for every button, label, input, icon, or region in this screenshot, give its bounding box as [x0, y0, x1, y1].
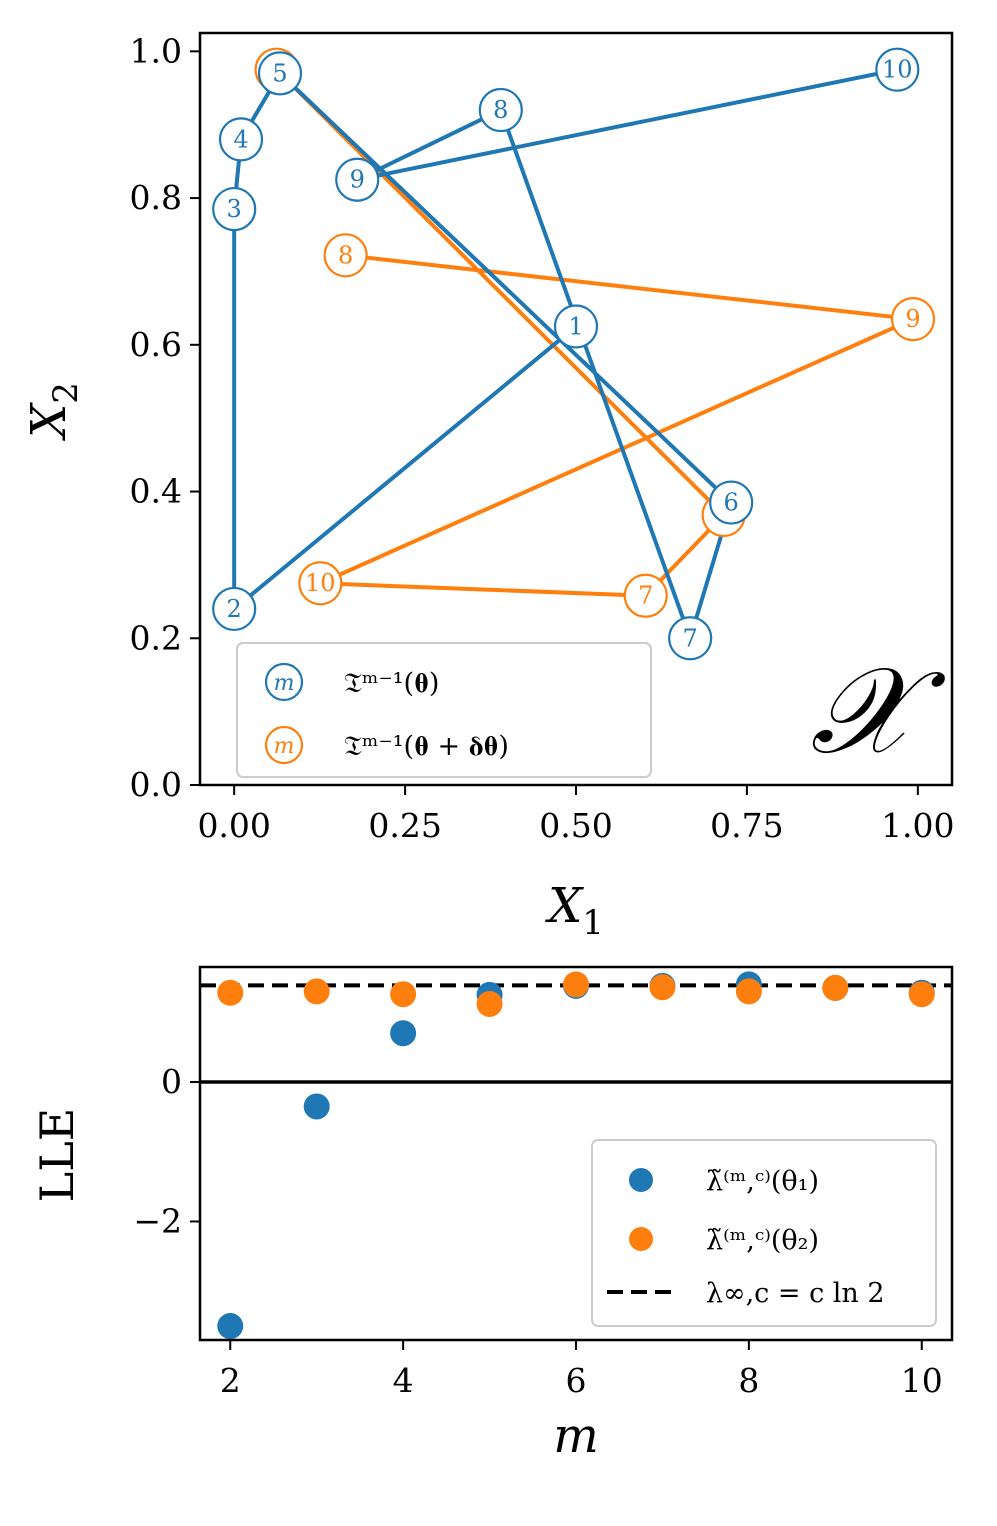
theta2-point: [822, 974, 849, 1001]
theta2-point: [390, 981, 417, 1008]
orange-point-8-label: 8: [338, 241, 353, 269]
orange-point-9-circle: [890, 297, 936, 342]
blue-point-9-label: 9: [350, 166, 365, 194]
theta1-point: [303, 1093, 330, 1120]
top-x-tick-label: 0.75: [710, 806, 783, 845]
bottom-x-tick-label: 8: [738, 1361, 759, 1400]
blue-point-7-circle: [668, 616, 713, 661]
legend-dot-orange: [629, 1227, 653, 1251]
theta2-point: [563, 971, 589, 998]
space-symbol: 𝒳: [810, 642, 946, 781]
theta2-point: [735, 978, 762, 1005]
bottom-x-axis-label: m: [553, 1408, 599, 1464]
theta2-point: [303, 978, 330, 1005]
blue-point-8-label: 8: [493, 96, 508, 124]
orange-point-10-label: 10: [305, 569, 336, 597]
theta1-point: [390, 1020, 417, 1047]
bottom-x-tick-label: 10: [901, 1361, 943, 1400]
bottom-y-tick-label: −2: [133, 1201, 182, 1240]
blue-point-3-label: 3: [227, 195, 242, 223]
lle-points: [217, 971, 935, 1340]
bottom-x-tick-label: 6: [566, 1361, 587, 1400]
orange-point-8-circle: [323, 233, 368, 278]
legend-label-theta1: λ̃⁽ᵐ,ᶜ⁾(θ₁): [706, 1166, 819, 1197]
top-y-tick-label: 0.0: [130, 765, 182, 804]
series-orange-path: [275, 68, 916, 598]
legend-marker-blue-label: m: [274, 671, 295, 696]
theta2-point: [476, 990, 503, 1017]
bottom-legend-box: [591, 1139, 937, 1327]
blue-point-5-circle: [257, 51, 303, 96]
legend-marker-blue: [264, 662, 304, 702]
bottom-y-ticks: 0 −2: [133, 1062, 200, 1240]
legend-marker-orange-label: m: [274, 734, 295, 759]
top-x-tick-label: 1.00: [881, 806, 954, 845]
bottom-y-tick-label: 0: [161, 1062, 182, 1101]
blue-point-5-label: 5: [272, 59, 287, 87]
top-y-tick-label: 0.2: [130, 618, 182, 657]
blue-point-6-label: 6: [724, 489, 739, 517]
theta2-point: [649, 974, 676, 1001]
legend-dot-blue: [629, 1168, 653, 1192]
top-legend: m 𝔗ᵐ⁻¹(𝛉) m 𝔗ᵐ⁻¹(𝛉 + 𝛅𝛉): [236, 642, 652, 778]
top-legend-box: [236, 642, 652, 778]
top-y-ticks: 0.0 0.2 0.4 0.6 0.8 1.0: [130, 31, 200, 804]
legend-label-orange: 𝔗ᵐ⁻¹(𝛉 + 𝛅𝛉): [344, 731, 509, 762]
bottom-x-ticks: 2 4 6 8 10: [220, 1340, 943, 1400]
theta2-point: [217, 979, 244, 1006]
legend-label-theta2: λ̃⁽ᵐ,ᶜ⁾(θ₂): [706, 1225, 819, 1256]
orange-point-10-circle: [298, 561, 343, 606]
blue-point-3-circle: [212, 186, 257, 232]
top-y-tick-label: 1.0: [130, 31, 182, 70]
blue-point-2-circle: [212, 586, 257, 632]
blue-point-1-label: 1: [568, 312, 583, 340]
lle-plot: 2 4 6 8 10 0 −2 m LLE λ̃⁽ᵐ,ᶜ⁾(θ₁) λ̃⁽ᵐ,ᶜ⁾(θ₂)…: [30, 965, 954, 1464]
theta2-point: [908, 981, 935, 1008]
blue-point-1-circle: [553, 304, 599, 349]
series-blue-path: [232, 67, 898, 641]
blue-point-10-label: 10: [882, 56, 913, 84]
top-x-tick-label: 0.25: [368, 806, 441, 845]
trajectory-lines: [232, 67, 916, 641]
blue-point-6-circle: [709, 480, 754, 525]
blue-point-7-label: 7: [683, 624, 698, 652]
orange-point-7-label: 7: [638, 582, 653, 610]
blue-point-2-label: 2: [227, 595, 242, 623]
top-x-tick-label: 0.00: [197, 806, 270, 845]
top-y-tick-label: 0.6: [130, 325, 182, 364]
trajectory-plot: 8 9 10 7 1 2 3 4 5 6 7 8 9 10 0.00 0.25 0.50 0.75 1.00 0.…: [21, 31, 955, 943]
blue-point-9-circle: [335, 157, 380, 202]
legend-label-reference: λ∞,c = c ln 2: [706, 1278, 885, 1309]
blue-point-10-circle: [875, 47, 920, 92]
top-y-axis-label: X2: [21, 382, 86, 442]
top-x-ticks: 0.00 0.25 0.50 0.75 1.00: [197, 785, 955, 845]
orange-point-7-circle: [623, 573, 668, 618]
trajectory-markers: 8 9 10 7 1 2 3 4 5 6 7 8 9 10: [212, 47, 936, 661]
bottom-x-tick-label: 2: [220, 1361, 241, 1400]
bottom-y-axis-label: LLE: [30, 1108, 84, 1203]
top-x-axis-label: X1: [544, 878, 604, 943]
orange-point-9-label: 9: [905, 305, 920, 333]
legend-label-blue: 𝔗ᵐ⁻¹(𝛉): [344, 668, 439, 699]
bottom-legend: λ̃⁽ᵐ,ᶜ⁾(θ₁) λ̃⁽ᵐ,ᶜ⁾(θ₂) λ∞,c = c ln 2: [591, 1139, 937, 1327]
theta1-point: [217, 1313, 244, 1340]
top-x-tick-label: 0.50: [539, 806, 612, 845]
bottom-x-tick-label: 4: [393, 1361, 414, 1400]
blue-point-8-circle: [478, 87, 523, 133]
blue-point-4-circle: [218, 117, 264, 162]
blue-point-4-label: 4: [233, 125, 248, 153]
top-y-tick-label: 0.8: [130, 178, 182, 217]
legend-marker-orange: [264, 725, 304, 765]
top-y-tick-label: 0.4: [130, 472, 182, 511]
